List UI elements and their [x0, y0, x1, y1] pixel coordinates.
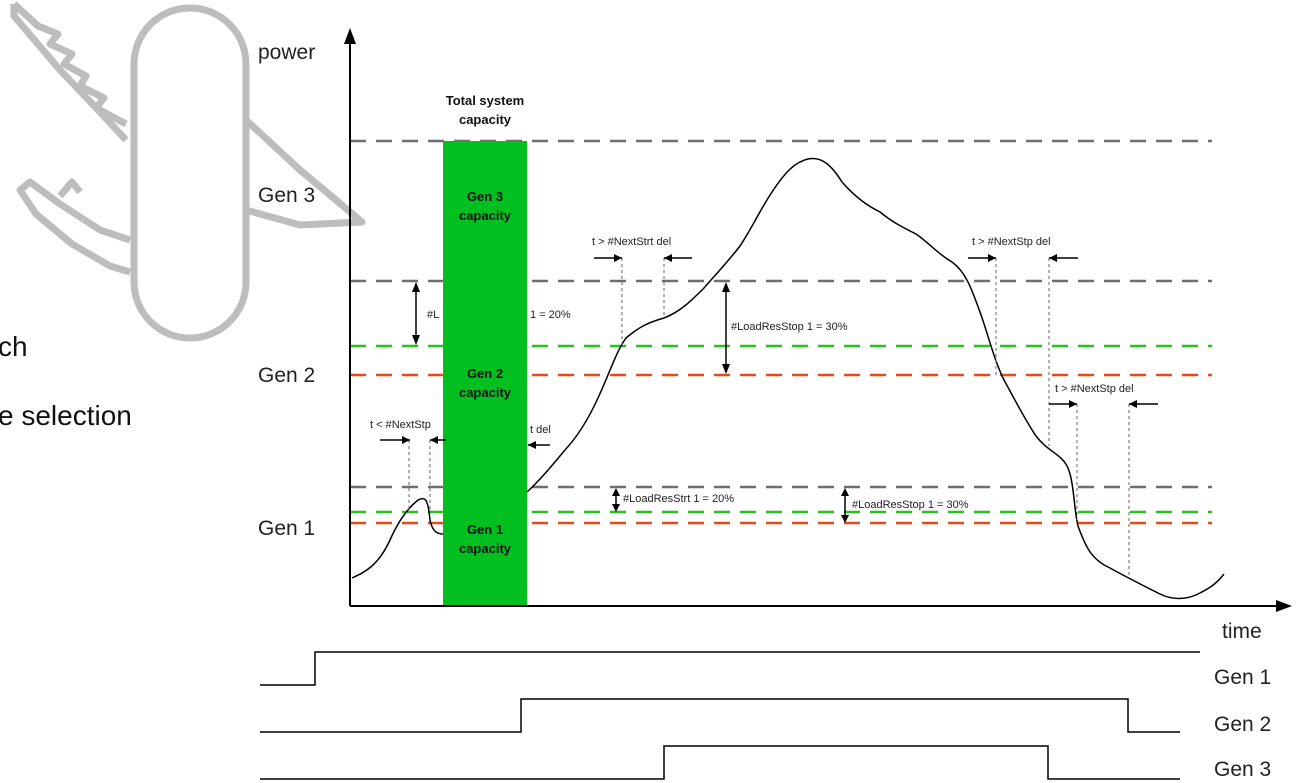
gen3-capacity-line2: capacity — [459, 208, 512, 223]
gen1-signal-label: Gen 1 — [1214, 666, 1271, 689]
load-res-strt-top-label: #L — [427, 309, 439, 321]
gen2-signal — [260, 699, 1180, 732]
next-stp-del-mid-label: t > #NextStp del — [1055, 383, 1134, 395]
gen2-signal-label: Gen 2 — [1214, 713, 1271, 736]
capacity-title-line2: capacity — [459, 112, 512, 127]
y-axis-label: power — [258, 41, 315, 64]
gen2-capacity-line2: capacity — [459, 385, 512, 400]
gen1-capacity-line2: capacity — [459, 541, 512, 556]
load-res-strt-low-label: #LoadResStrt 1 = 20% — [623, 493, 734, 505]
x-axis-label: time — [1222, 620, 1262, 643]
load-res-stop-top-label: #LoadResStop 1 = 30% — [731, 321, 848, 333]
next-stp-del-top-label: t > #NextStp del — [972, 236, 1051, 248]
background-text-line2: e selection — [0, 400, 132, 431]
y-tick-gen2: Gen 2 — [258, 364, 315, 387]
gen3-signal — [260, 746, 1180, 779]
gen3-capacity-line1: Gen 3 — [467, 189, 503, 204]
del-fragment-label: t del — [530, 424, 551, 436]
y-tick-gen1: Gen 1 — [258, 517, 315, 540]
background-text-line1: ch — [0, 331, 28, 362]
gen-signals — [260, 652, 1200, 779]
next-strt-del-top-label: t > #NextStrt del — [592, 236, 671, 248]
capacity-title-line1: Total system — [446, 93, 525, 108]
gen1-signal — [260, 652, 1200, 685]
load-res-stop-low-label: #LoadResStop 1 = 30% — [852, 499, 969, 511]
next-stp-lt-label: t < #NextStp — [370, 419, 431, 431]
gen3-signal-label: Gen 3 — [1214, 758, 1271, 781]
gen1-capacity-line1: Gen 1 — [467, 522, 503, 537]
y-tick-gen3: Gen 3 — [258, 184, 315, 207]
load-res-strt-top-value: 1 = 20% — [530, 309, 571, 321]
gen2-capacity-line1: Gen 2 — [467, 366, 503, 381]
